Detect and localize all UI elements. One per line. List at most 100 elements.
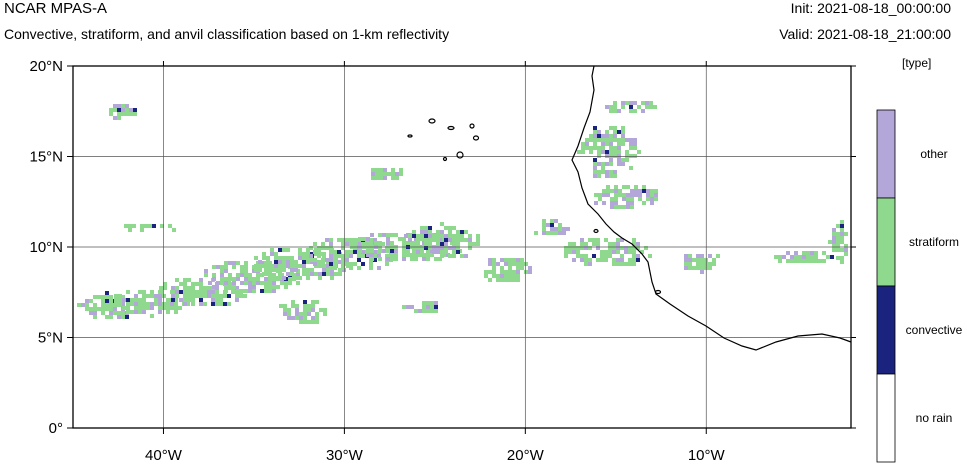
precip-cell: [288, 277, 292, 281]
precip-cell: [516, 278, 520, 282]
legend-label: other: [920, 147, 947, 161]
precip-cell: [333, 266, 337, 270]
precip-cell: [712, 258, 716, 262]
precip-cell: [109, 315, 113, 319]
precip-cell: [270, 268, 274, 272]
precip-cell: [244, 273, 248, 277]
precip-cell: [617, 109, 621, 113]
precip-cell: [256, 273, 260, 277]
precip-cell: [287, 308, 291, 312]
precip-cell: [645, 101, 649, 105]
precip-cell: [134, 306, 138, 310]
precip-cell: [270, 252, 274, 256]
precip-cell: [520, 258, 524, 262]
precip-cell: [617, 154, 621, 158]
precip-cell: [684, 262, 688, 266]
precip-cell: [117, 108, 121, 112]
precip-cell: [232, 281, 236, 285]
precip-cell: [134, 298, 138, 302]
precip-cell: [390, 241, 394, 245]
precip-cell: [593, 142, 597, 146]
precip-cell: [329, 266, 333, 270]
precip-cell: [622, 205, 626, 209]
precip-cell: [408, 234, 412, 238]
precip-cell: [512, 270, 516, 274]
precip-cell: [227, 286, 231, 290]
precip-cell: [832, 248, 836, 252]
precip-cell: [440, 234, 444, 238]
precip-cell: [357, 242, 361, 246]
precip-cell: [609, 150, 613, 154]
precip-cell: [358, 237, 362, 241]
precip-cell: [492, 270, 496, 274]
precip-cell: [109, 112, 113, 116]
precip-cell: [224, 277, 228, 281]
precip-cell: [307, 320, 311, 324]
precip-cell: [608, 246, 612, 250]
precip-cell: [390, 253, 394, 257]
precip-cell: [345, 238, 349, 242]
precip-cell: [613, 130, 617, 134]
precip-cell: [802, 255, 806, 259]
precip-cell: [298, 264, 302, 268]
precip-cell: [371, 176, 375, 180]
precip-cell: [199, 278, 203, 282]
precip-cell: [588, 262, 592, 266]
precip-cell: [562, 231, 566, 235]
precip-cell: [199, 298, 203, 302]
precip-cell: [134, 294, 138, 298]
precip-cell: [613, 105, 617, 109]
precip-cell: [121, 303, 125, 307]
precip-cell: [306, 268, 310, 272]
precip-cell: [444, 246, 448, 250]
precip-cell: [436, 246, 440, 250]
precip-cell: [191, 302, 195, 306]
precip-cell: [814, 255, 818, 259]
precip-cell: [605, 138, 609, 142]
precip-cell: [484, 274, 488, 278]
precip-cell: [345, 254, 349, 258]
precip-cell: [597, 146, 601, 150]
precip-cell: [568, 246, 572, 250]
precip-cell: [597, 154, 601, 158]
precip-cell: [621, 101, 625, 105]
legend-swatch-stratiform: [876, 197, 896, 287]
precip-cell: [163, 282, 167, 286]
precip-cell: [159, 290, 163, 294]
precip-cell: [412, 230, 416, 234]
precip-cell: [338, 260, 342, 264]
precip-cell: [836, 256, 840, 260]
precip-cell: [418, 253, 422, 257]
precip-cell: [608, 254, 612, 258]
precip-cell: [832, 236, 836, 240]
precip-cell: [323, 312, 327, 316]
precip-cell: [358, 249, 362, 253]
precip-cell: [620, 238, 624, 242]
precip-cell: [128, 228, 132, 232]
precip-cell: [402, 241, 406, 245]
precip-cell: [130, 298, 134, 302]
precip-cell: [488, 262, 492, 266]
precip-cell: [109, 108, 113, 112]
precip-cell: [258, 260, 262, 264]
precip-cell: [430, 305, 434, 309]
precip-cell: [612, 246, 616, 250]
precip-cell: [688, 254, 692, 258]
precip-cell: [239, 294, 243, 298]
precip-cell: [266, 272, 270, 276]
precip-cell: [235, 298, 239, 302]
precip-cell: [224, 261, 228, 265]
precip-cell: [191, 286, 195, 290]
precip-cell: [424, 242, 428, 246]
precip-cell: [448, 238, 452, 242]
precip-cell: [224, 285, 228, 289]
precip-cell: [248, 285, 252, 289]
precip-cell: [633, 138, 637, 142]
precip-cell: [786, 251, 790, 255]
precip-cell: [179, 298, 183, 302]
precip-cell: [637, 150, 641, 154]
precip-cell: [542, 223, 546, 227]
precip-cell: [158, 310, 162, 314]
precip-cell: [585, 146, 589, 150]
precip-cell: [840, 224, 844, 228]
